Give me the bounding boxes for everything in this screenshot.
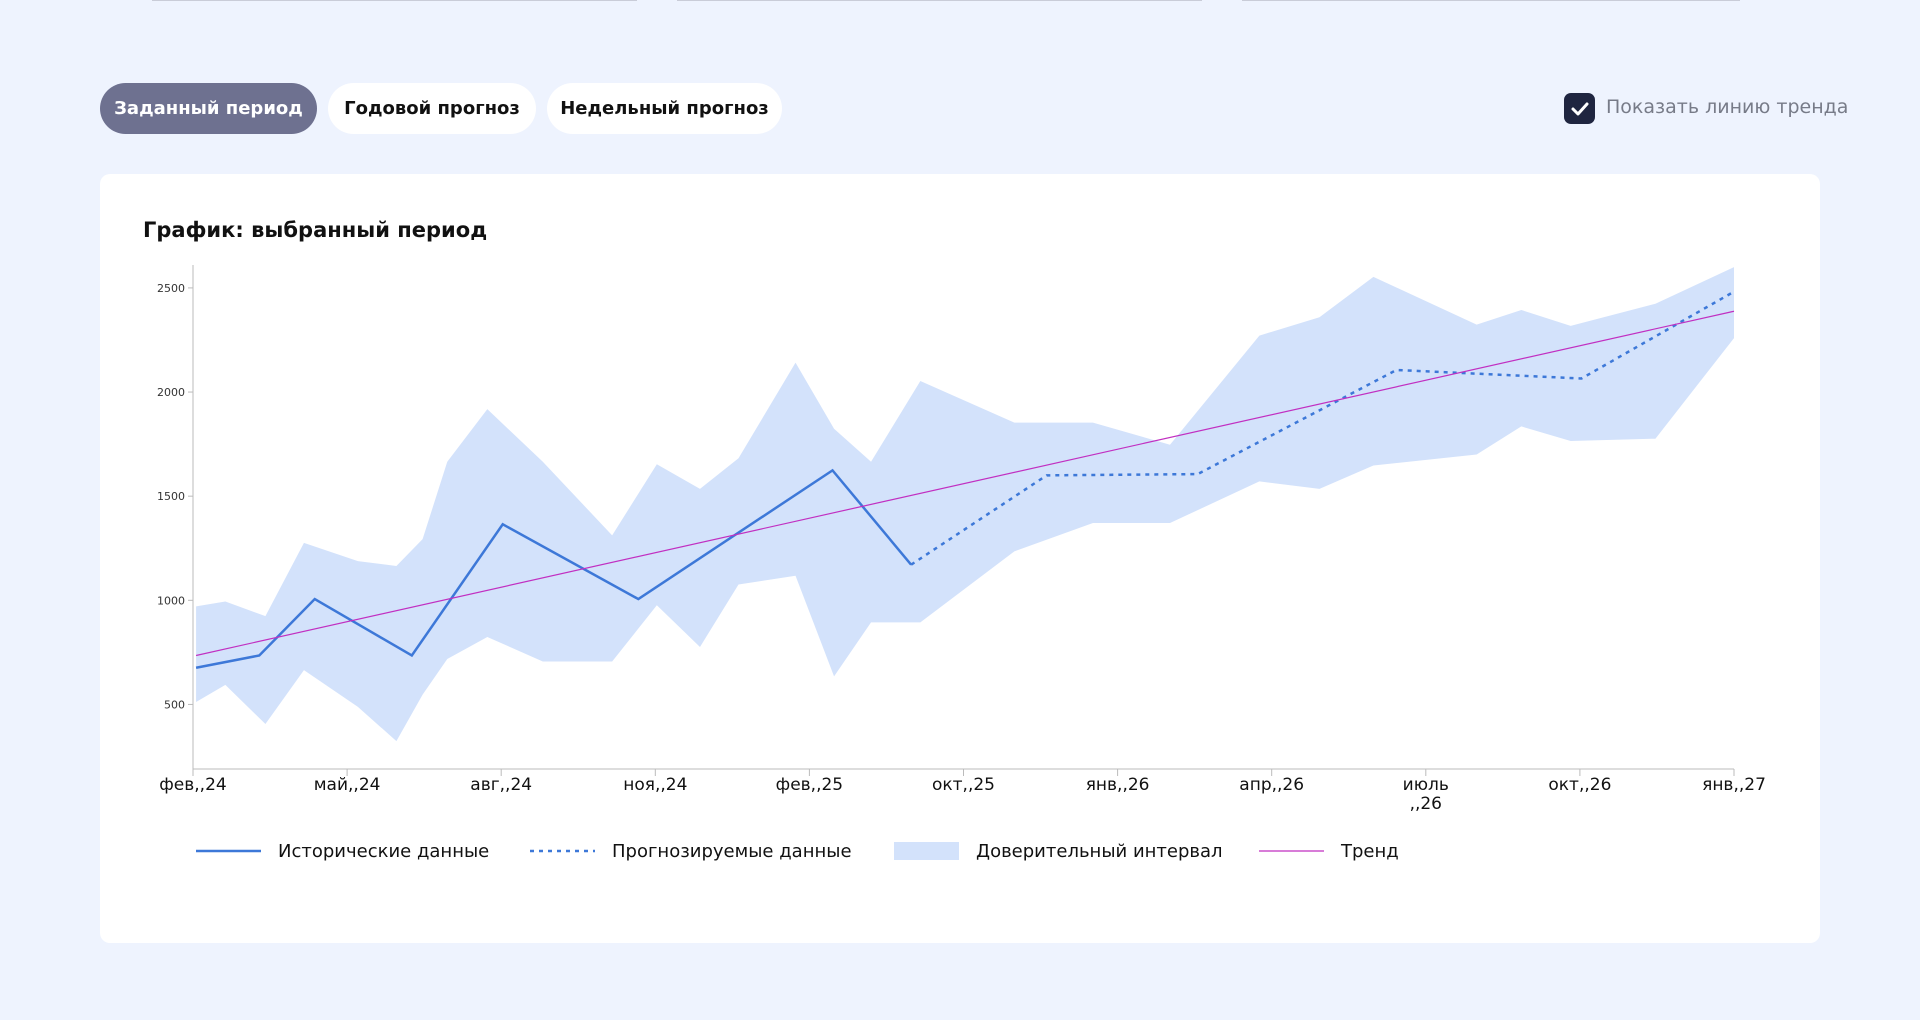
legend-label: Тренд: [1340, 841, 1399, 862]
tab[interactable]: Заданный период: [100, 83, 317, 134]
confidence-band: [196, 267, 1734, 742]
data-line: [195, 468, 913, 670]
x-tick-label: июль ,,26: [1402, 775, 1449, 814]
x-tick-label: фев,,25: [775, 775, 844, 795]
data-line: [910, 290, 1735, 566]
trend-line: [195, 310, 1735, 657]
x-tick-label: апр,,26: [1239, 775, 1305, 795]
legend-swatch: [894, 842, 959, 860]
y-tick-label: 1500: [157, 490, 185, 503]
x-tick-label: авг,,24: [470, 775, 533, 795]
checkbox[interactable]: [1564, 93, 1595, 124]
x-tick-label: ноя,,24: [623, 775, 688, 795]
legend-label: Доверительный интервал: [976, 841, 1223, 862]
y-tick-label: 2000: [157, 386, 185, 399]
y-tick-label: 500: [164, 698, 185, 711]
chart-title: График: выбранный период: [143, 218, 488, 242]
divider: [677, 0, 1202, 1]
chart-card: График: выбранный период 500 1000 1500 2000…: [100, 174, 1820, 943]
tab[interactable]: Недельный прогноз: [547, 83, 782, 134]
x-tick-label: май,,24: [313, 775, 381, 795]
check-icon: [1571, 102, 1589, 116]
y-tick-label: 1000: [157, 594, 185, 607]
legend-label: Исторические данные: [278, 841, 489, 862]
y-tick-label: 2500: [157, 282, 185, 295]
checkbox-label[interactable]: Показать линию тренда: [1606, 96, 1849, 118]
x-tick-label: янв,,27: [1702, 775, 1766, 795]
chart: 500 1000 1500 2000 2500 Исторические данные Пр…: [157, 265, 1735, 862]
x-tick-label: окт,,25: [931, 775, 995, 795]
divider: [1242, 0, 1740, 1]
divider: [152, 0, 637, 1]
x-tick-label: фев,,24: [159, 775, 227, 795]
legend-label: Прогнозируемые данные: [612, 841, 852, 862]
x-tick-label: янв,,26: [1085, 775, 1150, 795]
x-tick-label: окт,,26: [1548, 775, 1612, 795]
tab[interactable]: Годовой прогноз: [328, 83, 536, 134]
